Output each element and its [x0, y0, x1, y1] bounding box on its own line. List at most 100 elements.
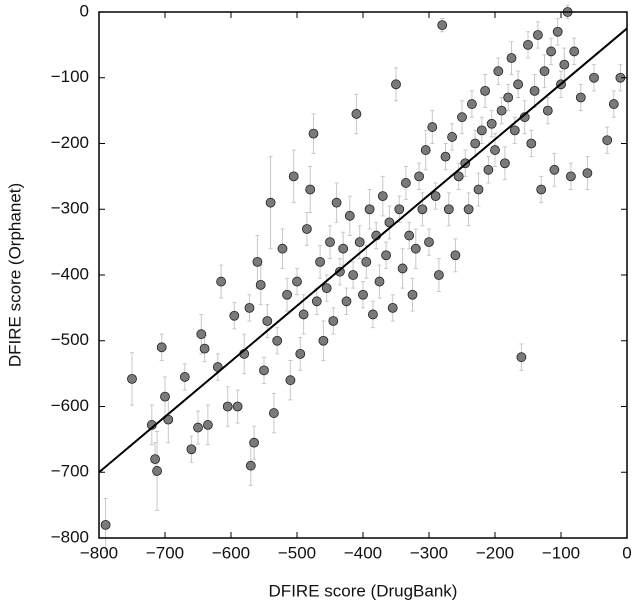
point — [602, 135, 613, 146]
point — [526, 138, 537, 149]
point — [480, 86, 491, 96]
point — [542, 105, 553, 116]
point — [523, 39, 533, 50]
point — [559, 59, 570, 70]
y-tick-label: −800 — [51, 527, 89, 546]
x-tick-label: −100 — [542, 543, 580, 562]
point — [506, 53, 517, 63]
point — [437, 20, 448, 31]
point — [301, 224, 312, 234]
point — [265, 197, 276, 208]
point — [582, 168, 593, 178]
point — [493, 66, 504, 77]
y-tick-label: 0 — [80, 1, 89, 20]
point — [404, 230, 415, 241]
point — [546, 46, 556, 57]
points — [100, 7, 626, 530]
point — [486, 118, 497, 129]
point — [430, 191, 441, 202]
y-tick-label: −500 — [51, 330, 89, 349]
point — [509, 125, 520, 136]
point — [374, 276, 385, 287]
point — [566, 171, 576, 182]
point — [608, 99, 619, 109]
point — [496, 105, 507, 116]
x-tick-label: −800 — [80, 543, 118, 562]
point — [364, 204, 375, 215]
point — [424, 237, 434, 248]
point — [414, 171, 425, 182]
y-tick-label: −600 — [51, 396, 89, 415]
point — [193, 422, 203, 433]
point — [440, 151, 451, 162]
point — [344, 210, 355, 221]
point — [473, 184, 484, 195]
point — [232, 401, 243, 412]
point — [549, 164, 560, 175]
point — [453, 171, 464, 182]
point — [298, 309, 309, 320]
point — [589, 72, 599, 83]
point — [539, 66, 550, 77]
point — [443, 204, 454, 215]
point — [150, 454, 161, 465]
point — [308, 128, 319, 139]
point — [427, 122, 438, 132]
x-tick-label: −700 — [146, 543, 184, 562]
point — [202, 420, 213, 430]
point — [397, 263, 408, 274]
point — [186, 444, 197, 455]
point — [249, 437, 260, 448]
y-tick-label: −400 — [51, 264, 89, 283]
point — [463, 204, 474, 215]
point — [417, 204, 428, 215]
point — [377, 191, 388, 202]
point — [325, 237, 335, 248]
point — [292, 276, 302, 287]
point — [516, 352, 527, 363]
point — [311, 296, 322, 307]
point — [288, 171, 299, 182]
x-tick-label: −500 — [278, 543, 316, 562]
point — [272, 335, 283, 346]
point — [351, 109, 362, 119]
point — [394, 204, 405, 215]
point — [216, 276, 227, 287]
point — [179, 372, 190, 382]
point — [341, 296, 352, 307]
point — [391, 79, 401, 90]
point — [476, 125, 487, 136]
point — [387, 302, 398, 313]
point — [259, 365, 269, 376]
x-tick-label: −300 — [410, 543, 448, 562]
point — [229, 310, 240, 321]
point — [338, 243, 349, 254]
point — [318, 335, 329, 346]
plot-frame — [98, 11, 628, 539]
fit-line — [98, 27, 628, 474]
x-tick-label: −200 — [476, 543, 514, 562]
y-axis-label: DFIRE score (Orphanet) — [5, 183, 24, 367]
point — [152, 466, 162, 476]
point — [470, 138, 481, 149]
point — [503, 92, 514, 103]
point — [199, 343, 210, 354]
point — [285, 375, 296, 386]
point — [277, 243, 288, 254]
point — [245, 460, 256, 471]
point — [410, 243, 421, 254]
point — [127, 373, 137, 384]
point — [358, 289, 368, 300]
point — [400, 178, 411, 188]
point — [255, 279, 266, 290]
point — [282, 289, 293, 300]
x-tick-label: −400 — [344, 543, 382, 562]
point — [367, 309, 378, 320]
y-tick-label: −700 — [51, 462, 89, 481]
point — [529, 86, 540, 96]
point — [222, 401, 233, 412]
point — [156, 342, 167, 353]
point — [450, 250, 461, 261]
x-tick-label: 0 — [622, 543, 631, 562]
point — [447, 132, 458, 142]
